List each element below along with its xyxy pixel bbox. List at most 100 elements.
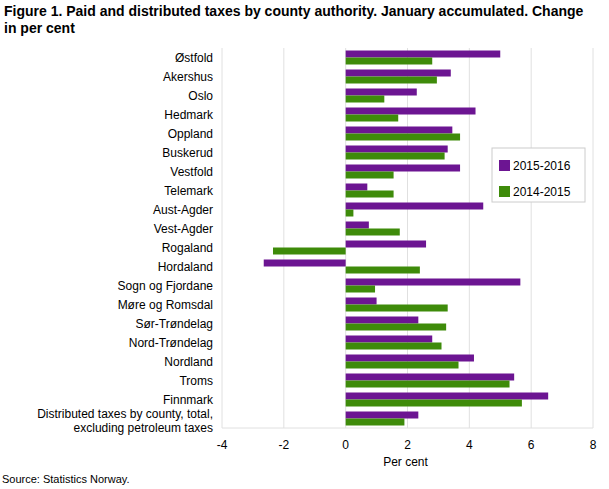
bar: [346, 108, 476, 115]
category-label: Akershus: [163, 70, 213, 84]
text-line: excluding petroleum taxes: [74, 421, 213, 435]
title: Figure 1. Paid and distributed taxes by …: [4, 3, 584, 36]
bar: [346, 305, 448, 312]
grid-line: [469, 48, 470, 428]
bar: [346, 343, 442, 350]
text-line: Nord-Trøndelag: [129, 336, 213, 350]
text-line: Sør-Trøndelag: [135, 317, 213, 331]
bar: [346, 393, 549, 400]
bar: [346, 229, 400, 236]
text-line: Vest-Agder: [154, 222, 213, 236]
grid-line: [593, 48, 594, 428]
bar: [346, 70, 451, 77]
bar: [346, 298, 377, 305]
tick-label: 0: [342, 438, 349, 452]
bar: [346, 165, 460, 172]
category-label: Telemark: [164, 184, 214, 198]
bar: [346, 267, 420, 274]
bar: [346, 184, 368, 191]
bar: [346, 381, 510, 388]
bar: [346, 324, 446, 331]
text-line: Telemark: [164, 184, 214, 198]
bar: [346, 317, 419, 324]
category-label: Vest-Agder: [154, 222, 213, 236]
category-label: Hordaland: [158, 260, 213, 274]
source: Source: Statistics Norway.: [2, 473, 130, 485]
bar: [346, 374, 514, 381]
bar: [346, 172, 394, 179]
text-line: Akershus: [163, 70, 213, 84]
category-label: Sør-Trøndelag: [135, 317, 213, 331]
bar: [346, 89, 417, 96]
bar: [346, 412, 419, 419]
bar: [346, 77, 437, 84]
category-label: Oppland: [168, 127, 213, 141]
legend-box: [492, 148, 585, 202]
category-label: Østfold: [175, 51, 213, 65]
text-line: Nordland: [164, 355, 213, 369]
text-line: Buskerud: [162, 146, 213, 160]
x-axis-label: Per cent: [383, 455, 428, 469]
text-line: Distributed taxes by county, total,: [37, 407, 213, 421]
text-line: Finnmark: [163, 393, 214, 407]
chart: Figure 1. Paid and distributed taxes by …: [0, 0, 609, 489]
bar: [273, 248, 346, 255]
legend: 2015-2016 2014-2015: [492, 148, 585, 202]
x-axis-line: [222, 428, 593, 429]
category-label: Rogaland: [162, 241, 213, 255]
bar: [346, 127, 453, 134]
bar: [346, 115, 399, 122]
category-label: Nord-Trøndelag: [129, 336, 213, 350]
tick-label: 6: [528, 438, 535, 452]
category-label: Sogn og Fjordane: [118, 279, 214, 293]
bar: [346, 279, 521, 286]
tick-label: 4: [466, 438, 473, 452]
bar: [346, 203, 484, 210]
bar: [346, 241, 426, 248]
bars: [264, 51, 548, 426]
text-line: Rogaland: [162, 241, 213, 255]
bar: [346, 362, 459, 369]
legend-swatch: [499, 160, 510, 171]
bar: [346, 51, 501, 58]
category-label: Møre og Romsdal: [118, 298, 213, 312]
bar: [346, 222, 369, 229]
text-line: Møre og Romsdal: [118, 298, 213, 312]
grid-line: [283, 48, 284, 428]
bar: [346, 191, 394, 198]
grid-line: [345, 48, 346, 428]
tick-label: 2: [404, 438, 411, 452]
tick-label: 8: [590, 438, 597, 452]
category-label: Distributed taxes by county, total,exclu…: [37, 407, 213, 435]
bar: [346, 153, 445, 160]
text-line: Hordaland: [158, 260, 213, 274]
bar: [346, 146, 448, 153]
tick-label: -2: [278, 438, 289, 452]
text-line: Sogn og Fjordane: [118, 279, 214, 293]
bar: [346, 58, 433, 65]
category-label: Vestfold: [170, 165, 213, 179]
category-label: Hedmark: [164, 108, 214, 122]
grid-line: [407, 48, 408, 428]
text-line: Troms: [179, 374, 213, 388]
bar: [346, 355, 474, 362]
category-label: Oslo: [188, 89, 213, 103]
bar: [346, 336, 433, 343]
legend-label: 2014-2015: [513, 185, 571, 199]
category-label: Buskerud: [162, 146, 213, 160]
category-label: Troms: [179, 374, 213, 388]
grid-line: [222, 48, 223, 428]
text-line: Figure 1. Paid and distributed taxes by …: [4, 3, 584, 19]
category-label: Finnmark: [163, 393, 214, 407]
tick-label: -4: [217, 438, 228, 452]
text-line: Aust-Agder: [153, 203, 213, 217]
legend-label: 2015-2016: [513, 159, 571, 173]
bar: [346, 96, 385, 103]
bar: [346, 286, 375, 293]
text-line: Vestfold: [170, 165, 213, 179]
text-line: Oppland: [168, 127, 213, 141]
bar: [346, 210, 354, 217]
bar: [346, 400, 522, 407]
category-label: Nordland: [164, 355, 213, 369]
grid-line: [531, 48, 532, 428]
